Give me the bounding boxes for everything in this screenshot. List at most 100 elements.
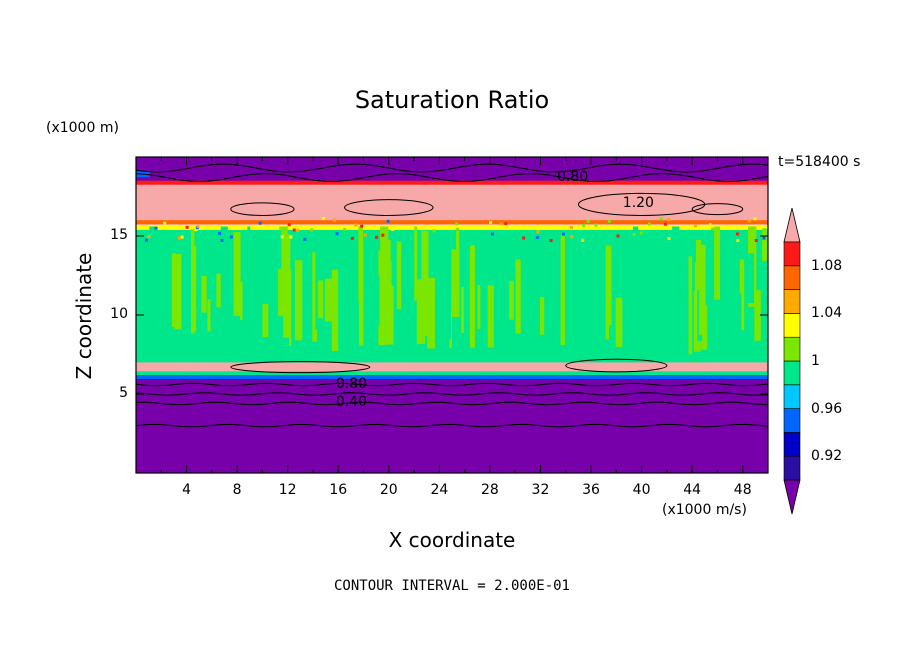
speckle [569,225,573,229]
speckle [647,222,651,226]
streak [140,255,146,323]
x-tick-label: 32 [531,482,550,498]
x-tick-label: 20 [379,482,398,498]
speckle [747,219,751,223]
speckle [667,237,671,241]
x-tick-label: 8 [232,482,242,498]
band-red [136,180,768,185]
speckle [177,236,181,240]
streak [233,232,241,316]
streak [672,226,680,323]
speckle [332,218,336,222]
speckle [667,218,671,222]
contour-label: 0.80 [557,168,589,185]
speckle [144,238,148,242]
speckle [391,228,395,232]
colorbar [783,207,801,515]
streak [487,285,494,348]
streak [278,268,286,317]
y-tick-label: 15 [110,227,128,243]
streak [171,253,177,328]
contour-line [136,392,768,396]
speckle [322,217,326,221]
streak [312,252,318,342]
colorbar-swatch [783,241,801,267]
contour-lines [136,163,768,428]
speckle [490,232,494,236]
speckle [292,228,296,232]
speckle [280,235,284,239]
axis-ticks [136,157,768,473]
contour-loop [230,202,295,216]
colorbar-swatch [783,455,801,481]
speckle [455,222,459,226]
speckle [586,219,590,223]
streak [665,277,672,331]
streak [427,277,436,349]
band-yellow [136,224,768,230]
speckle [499,222,503,226]
streak [331,269,339,352]
colorbar-tick-label: 1.08 [811,257,843,274]
speckle [736,239,740,243]
streak [315,240,318,330]
streak [324,278,334,322]
x-unit-label: (x1000 m/s) [662,502,747,518]
speckle [154,226,158,230]
speckle [360,224,364,228]
streak [396,241,402,310]
streak [632,226,639,316]
streak [216,273,224,308]
contour-label: 0.80 [335,375,368,392]
y-unit-label: (x1000 m) [46,120,119,136]
colorbar-swatch [783,265,801,290]
streak [149,226,156,309]
streak [376,275,380,326]
speckle [535,235,539,239]
colorbar-tick-label: 0.92 [811,448,843,465]
x-tick-label: 48 [733,482,752,498]
streak [761,260,768,346]
streak [461,286,464,333]
speckle [147,235,151,239]
contour-loop [344,199,434,216]
streak [191,246,197,331]
y-tick-label: 10 [110,306,128,322]
speckle [489,221,493,225]
contour-line [136,423,768,428]
time-label: t=518400 s [778,154,861,170]
saturation-field [136,157,768,473]
x-tick-label: 16 [329,482,348,498]
streak [469,245,475,348]
colorbar-min-arrow [783,479,801,515]
streak [315,280,324,319]
speckle [354,223,358,227]
speckle [708,223,712,227]
x-tick-label: 44 [683,482,702,498]
streak [509,280,514,320]
speckle [381,233,385,237]
streak [247,226,251,303]
streak [635,261,643,340]
streak [378,250,386,346]
streak [582,299,586,341]
streak [739,259,745,331]
speckle [185,225,189,229]
speckle [582,223,586,227]
band-orange [136,220,768,225]
contour-line [136,163,768,173]
x-tick-label: 24 [430,482,449,498]
contour-line [136,382,768,387]
streak [515,259,521,334]
colorbar-swatch [783,408,801,433]
speckle [754,239,758,243]
streak [294,260,303,341]
streak [754,290,761,341]
x-axis-label: X coordinate [388,528,516,552]
colorbar-tick-label: 1.04 [811,305,843,322]
band-lower-pink [136,362,768,372]
speckle [432,229,436,233]
contour-label: 0.40 [335,394,368,411]
streak [714,226,721,300]
